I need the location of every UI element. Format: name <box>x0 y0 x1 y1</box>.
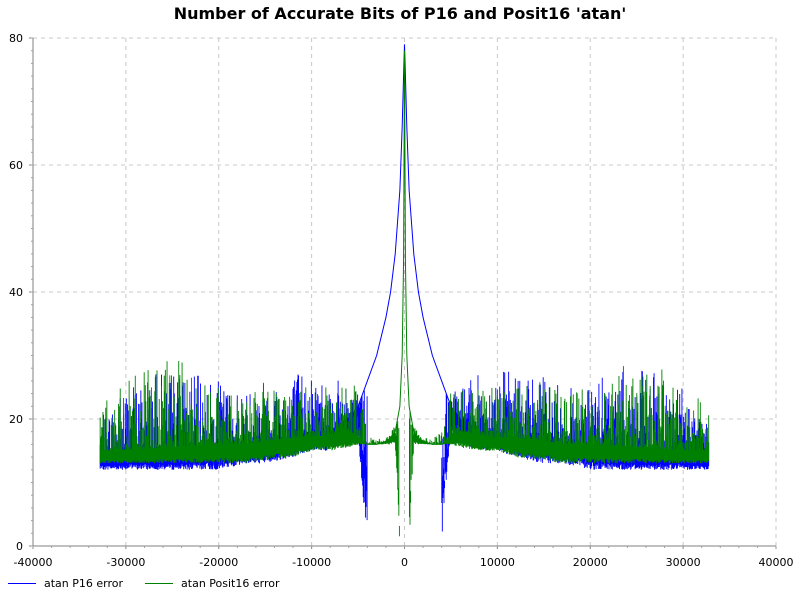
x-tick-label-5: 10000 <box>480 556 515 569</box>
legend-item-p16: atan P16 error <box>8 577 123 590</box>
legend-label-p16: atan P16 error <box>44 576 124 590</box>
y-tick-label-0: 0 <box>16 540 23 553</box>
x-tick-label-1: -30000 <box>106 556 145 569</box>
x-tick-label-8: 40000 <box>759 556 794 569</box>
series-line-1 <box>100 50 709 452</box>
x-tick-label-0: -40000 <box>14 556 53 569</box>
x-tick-label-6: 20000 <box>573 556 608 569</box>
y-tick-label-2: 40 <box>9 286 23 299</box>
series-1 <box>99 50 710 537</box>
chart-title: Number of Accurate Bits of P16 and Posit… <box>173 4 627 23</box>
legend-swatch-posit16 <box>145 582 174 584</box>
x-tick-label-3: -10000 <box>292 556 331 569</box>
x-tick-label-7: 30000 <box>666 556 701 569</box>
y-tick-label-3: 60 <box>9 159 23 172</box>
y-tick-label-4: 80 <box>9 32 23 45</box>
legend-label-posit16: atan Posit16 error <box>181 576 280 590</box>
legend-item-posit16: atan Posit16 error <box>145 576 280 590</box>
legend: atan P16 error atan Posit16 error <box>8 575 302 591</box>
x-tick-label-4: 0 <box>401 556 408 569</box>
legend-swatch-p16 <box>8 582 36 584</box>
x-tick-label-2: -20000 <box>199 556 238 569</box>
y-tick-label-1: 20 <box>9 413 23 426</box>
